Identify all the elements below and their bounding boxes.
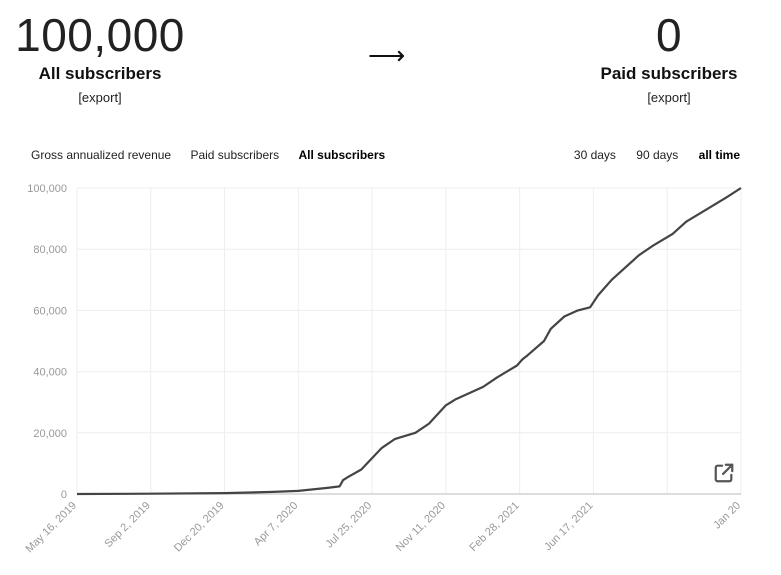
x-tick-label: Feb 28, 2021 (467, 500, 521, 554)
y-tick-label: 60,000 (33, 305, 67, 317)
x-tick-label: Dec 20, 2019 (172, 500, 227, 555)
tab-30-days[interactable]: 30 days (573, 148, 616, 162)
tab-gross-annualized-revenue[interactable]: Gross annualized revenue (31, 148, 172, 162)
metric-tabs: Gross annualized revenue Paid subscriber… (31, 148, 401, 162)
tab-paid-subscribers[interactable]: Paid subscribers (190, 148, 280, 162)
all-subscribers-export-link[interactable]: [export] (78, 90, 122, 105)
y-tick-label: 0 (61, 489, 67, 501)
series-line-all-subscribers (76, 187, 742, 496)
all-subscribers-count: 100,000 (15, 9, 185, 61)
y-tick-label: 80,000 (33, 244, 67, 256)
x-tick-label: Sep 2, 2019 (102, 500, 152, 550)
x-tick-label: Jul 25, 2020 (323, 500, 374, 551)
x-tick-label: Jun 17, 2021 (542, 500, 595, 553)
x-tick-label: Nov 11, 2020 (394, 500, 448, 554)
y-tick-label: 20,000 (33, 428, 67, 440)
paid-subscribers-count: 0 (655, 9, 683, 61)
y-tick-label: 40,000 (33, 367, 67, 379)
all-subscribers-summary: 100,000 All subscribers [export] (10, 8, 190, 105)
arrow-right-icon: ⟶ (368, 40, 406, 70)
paid-subscribers-label: Paid subscribers (600, 64, 738, 83)
paid-subscribers-summary: 0 Paid subscribers [export] (584, 8, 754, 105)
tab-all-subscribers[interactable]: All subscribers (298, 148, 386, 162)
x-tick-label: May 16, 2019 (24, 500, 80, 556)
range-tabs: 30 days 90 days all time (557, 148, 740, 162)
all-subscribers-label: All subscribers (38, 64, 162, 83)
tab-all-time[interactable]: all time (698, 148, 740, 162)
x-tick-label: Apr 7, 2020 (252, 500, 301, 549)
paid-subscribers-export-link[interactable]: [export] (647, 90, 691, 105)
external-link-icon[interactable] (713, 462, 735, 484)
x-tick-label: Jan 20 (711, 500, 743, 532)
y-tick-label: 100,000 (27, 183, 67, 195)
tab-90-days[interactable]: 90 days (636, 148, 679, 162)
